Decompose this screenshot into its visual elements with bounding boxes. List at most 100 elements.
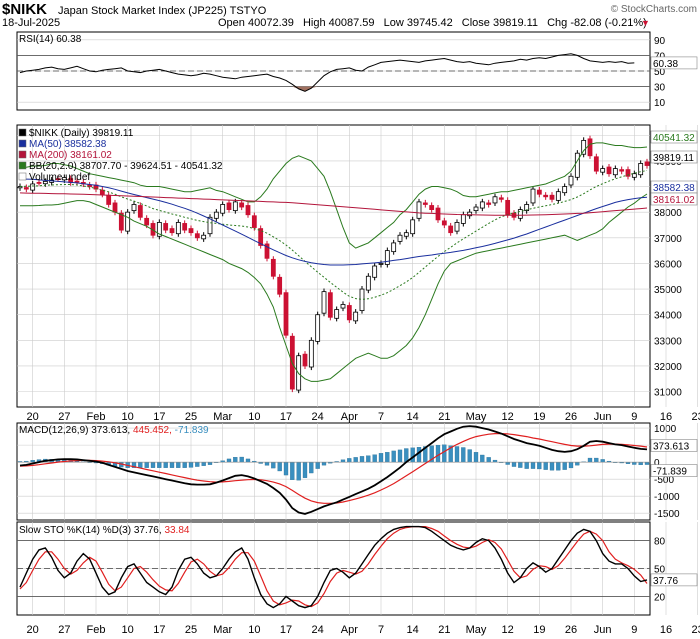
candle-body: [625, 169, 631, 177]
candle-body: [55, 178, 61, 180]
x-tick-label: 17: [153, 411, 165, 423]
candle-body: [638, 163, 644, 176]
x-tick-label: Feb: [87, 624, 106, 636]
x-tick-label: 17: [280, 624, 292, 636]
candle-body: [327, 292, 333, 318]
y-tick-label: 10: [654, 98, 666, 109]
x-tick-label: 9: [631, 411, 637, 423]
macd-histogram-bar: [340, 459, 346, 463]
candle-body: [74, 180, 80, 183]
macd-histogram-bar: [296, 461, 301, 481]
macd-histogram-bar: [264, 461, 270, 466]
candle-body: [631, 173, 637, 178]
y-tick-label: -1500: [654, 509, 680, 520]
macd-histogram-bar: [169, 461, 175, 468]
price-value-tag-box: [650, 192, 698, 206]
x-tick-label: 7: [378, 411, 384, 423]
x-tick-label: 17: [153, 624, 165, 636]
legend-label: MA(50) 38582.38: [29, 139, 107, 150]
candle-body: [422, 202, 428, 205]
legend-swatch: [18, 139, 27, 148]
x-tick-label: 7: [378, 624, 384, 636]
macd-histogram-bar: [207, 461, 213, 465]
macd-histogram-bar: [461, 447, 466, 463]
candle-body: [131, 204, 137, 212]
stochastic-label: Slow STO %K(14) %D(3) 37.76, 33.84: [19, 525, 190, 536]
macd-histogram-bar: [233, 457, 238, 463]
legend-label: MA(200) 38161.02: [29, 150, 112, 161]
price-value-tag-box: [650, 130, 698, 144]
x-tick-label: Mar: [213, 624, 232, 636]
macd-histogram-bar: [372, 454, 377, 463]
x-tick-label: 19: [533, 624, 545, 636]
candle-body: [536, 189, 542, 195]
macd-label: MACD(12,26,9) 373.613, 445.452, -71.839: [19, 425, 209, 436]
candle-body: [220, 204, 226, 214]
candle-body: [302, 353, 308, 367]
macd-histogram-bar: [587, 457, 593, 463]
candle-body: [156, 222, 162, 237]
macd-histogram-bar: [366, 455, 371, 463]
candle-body: [23, 187, 29, 190]
price-value-tag-box: [650, 150, 698, 164]
candle-body: [213, 211, 219, 219]
x-tick-label: 24: [312, 411, 324, 423]
candle-body: [454, 222, 460, 232]
bb-upper-line: [19, 142, 648, 249]
macd-histogram-bar: [353, 457, 358, 463]
candle-body: [264, 243, 270, 259]
y-tick-label: 50: [654, 67, 666, 78]
macd-histogram-bar: [562, 461, 567, 470]
y-tick-label: 33000: [654, 336, 682, 347]
candle-body: [587, 138, 593, 157]
y-tick-label: -500: [654, 475, 674, 486]
x-tick-label: May: [466, 624, 487, 636]
macd-histogram-bar: [182, 461, 187, 468]
x-tick-label: 16: [660, 624, 672, 636]
macd-histogram-bar: [309, 461, 314, 474]
macd-histogram-bar: [505, 461, 510, 465]
macd-histogram-bar: [397, 449, 403, 463]
macd-histogram-bar: [359, 456, 365, 463]
x-tick-label: 24: [312, 624, 324, 636]
candle-body: [175, 222, 181, 235]
y-tick-label: 32000: [654, 362, 682, 373]
candle-body: [169, 228, 175, 234]
x-tick-label: 14: [407, 624, 419, 636]
x-tick-label: 16: [660, 411, 672, 423]
y-tick-label: 31000: [654, 388, 682, 399]
candle-body: [612, 168, 618, 176]
stochastic-d-line: [19, 526, 648, 608]
candle-body: [365, 275, 371, 291]
macd-histogram-bar: [600, 459, 605, 463]
bb-mid-line: [19, 170, 648, 300]
candle-body: [555, 191, 561, 201]
candle-body: [251, 215, 257, 228]
y-tick-label: 34000: [654, 311, 682, 322]
stochastic-value-tag-box: [650, 573, 698, 587]
candle-body: [232, 201, 238, 212]
x-tick-label: Apr: [341, 411, 358, 423]
candle-body: [239, 202, 245, 208]
stochastic-value-tag: 37.76: [653, 576, 678, 587]
candle-body: [226, 202, 232, 210]
candle-body: [270, 258, 276, 277]
x-tick-label: 21: [438, 624, 450, 636]
macd-histogram-bar: [537, 461, 542, 470]
candle-body: [17, 186, 23, 189]
macd-histogram-bar: [473, 452, 479, 463]
candle-body: [359, 288, 365, 312]
candle-body: [416, 201, 422, 219]
x-tick-label: 10: [122, 411, 134, 423]
candle-body: [524, 204, 530, 212]
ticker-symbol: $NIKK: [2, 1, 47, 18]
x-tick-label: Feb: [87, 411, 106, 423]
candle-body: [182, 223, 188, 231]
candle-body: [99, 189, 105, 195]
macd-histogram-bar: [594, 457, 599, 463]
candle-body: [61, 177, 67, 181]
macd-histogram-bar: [378, 453, 384, 463]
legend-swatch: [18, 128, 27, 137]
